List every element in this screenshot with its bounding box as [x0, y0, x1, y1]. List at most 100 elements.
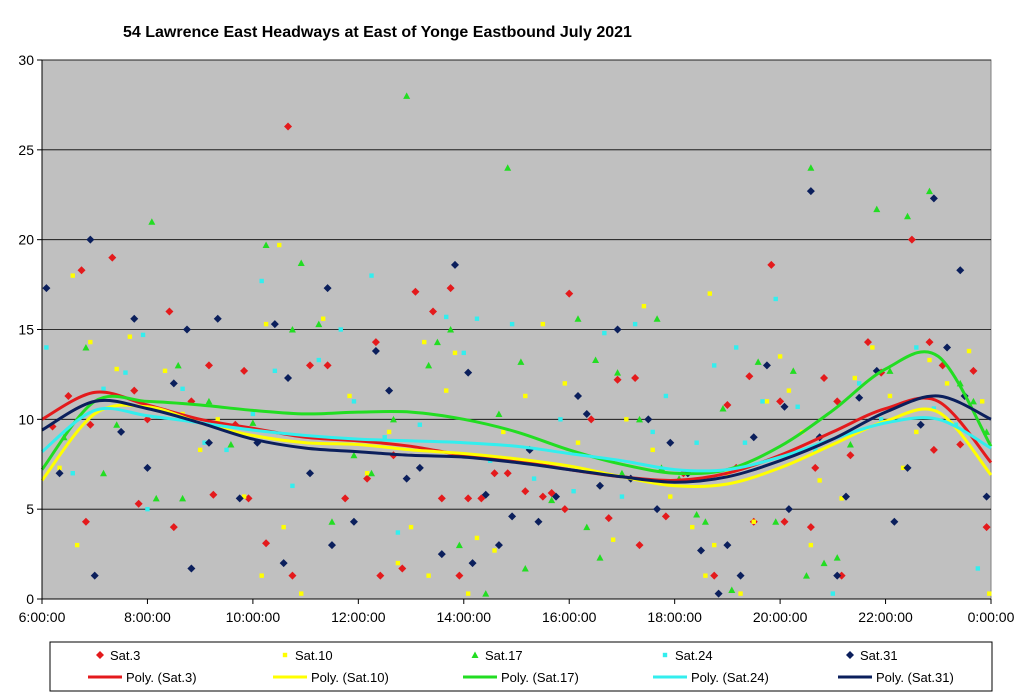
data-point: [701, 518, 709, 525]
data-point: [852, 375, 858, 381]
data-point: [833, 571, 842, 580]
data-point: [966, 348, 972, 354]
data-point: [444, 314, 449, 320]
y-tick-label: 15: [18, 322, 34, 338]
data-point: [447, 326, 455, 333]
data-point: [745, 372, 754, 381]
data-point: [697, 546, 706, 555]
data-point: [806, 187, 815, 196]
data-point: [461, 350, 466, 356]
data-point: [632, 321, 638, 327]
data-point: [574, 391, 583, 400]
data-point: [202, 440, 207, 445]
data-point: [385, 386, 394, 395]
data-point: [562, 381, 568, 386]
data-point: [504, 164, 512, 171]
data-point: [182, 325, 191, 334]
data-point: [204, 361, 213, 370]
data-point: [614, 369, 622, 376]
data-point: [904, 212, 912, 220]
data-point: [55, 469, 64, 478]
data-point: [474, 316, 480, 321]
series-sat-24: [44, 273, 981, 596]
data-point: [517, 358, 525, 365]
data-point: [914, 429, 919, 435]
data-point: [74, 542, 80, 548]
data-point: [784, 505, 793, 514]
data-point: [574, 315, 582, 322]
data-point: [927, 357, 932, 363]
data-point: [806, 523, 815, 532]
data-point: [327, 541, 336, 550]
trendline-poly-sat-31: [41, 394, 992, 484]
data-point: [987, 591, 992, 596]
legend-label: Sat.31: [860, 648, 898, 663]
data-point: [250, 411, 256, 417]
legend-label: Sat.3: [110, 648, 140, 663]
data-point: [943, 343, 952, 352]
data-point: [817, 478, 822, 483]
data-point: [595, 481, 604, 490]
legend-label: Poly. (Sat.17): [501, 670, 579, 685]
data-point: [624, 417, 629, 422]
data-point: [558, 417, 563, 422]
data-point: [820, 374, 829, 383]
data-point: [123, 370, 128, 375]
data-point: [490, 469, 499, 478]
data-point: [398, 564, 407, 573]
data-point: [162, 368, 168, 374]
data-point: [179, 494, 187, 502]
data-point: [369, 273, 374, 278]
data-point: [422, 339, 427, 345]
data-point: [742, 440, 748, 445]
data-point: [604, 514, 613, 523]
y-tick-label: 25: [18, 142, 34, 158]
data-point: [270, 320, 279, 329]
data-point: [890, 517, 899, 526]
data-point: [169, 379, 178, 388]
data-point: [44, 345, 49, 350]
data-point: [521, 564, 529, 572]
data-point: [842, 492, 851, 501]
data-point: [886, 367, 894, 374]
data-point: [663, 393, 669, 399]
data-point: [482, 590, 490, 597]
data-point: [495, 410, 503, 417]
data-point: [417, 422, 423, 427]
legend-label: Poly. (Sat.3): [126, 670, 197, 685]
data-point: [531, 476, 537, 481]
data-point: [262, 539, 271, 548]
data-point: [152, 494, 160, 502]
data-point: [813, 447, 818, 453]
data-point: [953, 422, 959, 427]
data-point: [878, 417, 884, 422]
data-point: [811, 463, 820, 472]
data-point: [299, 591, 304, 596]
legend: Sat.3 Sat.10 Sat.17 Sat.24 Sat.31 Poly. (Sat.…: [49, 641, 993, 692]
data-point: [641, 303, 647, 309]
x-tick-label: 16:00:00: [542, 609, 597, 625]
data-point: [956, 440, 965, 449]
data-point: [521, 487, 530, 496]
data-point: [82, 343, 90, 351]
legend-label: Poly. (Sat.24): [691, 670, 769, 685]
data-point: [723, 541, 732, 550]
data-point: [969, 397, 977, 405]
data-point: [925, 338, 934, 347]
legend-marker: [662, 652, 668, 658]
data-point: [653, 505, 662, 514]
data-point: [944, 381, 950, 386]
data-point: [288, 326, 296, 333]
data-point: [411, 287, 420, 296]
data-point: [284, 122, 293, 131]
data-point: [856, 381, 862, 386]
data-point: [306, 469, 315, 478]
data-point: [931, 406, 937, 411]
legend-label: Sat.10: [295, 648, 333, 663]
data-point: [341, 494, 350, 503]
data-point: [197, 447, 203, 453]
data-point: [57, 465, 62, 471]
data-point: [262, 241, 270, 249]
data-point: [613, 325, 622, 334]
data-point: [425, 361, 433, 369]
